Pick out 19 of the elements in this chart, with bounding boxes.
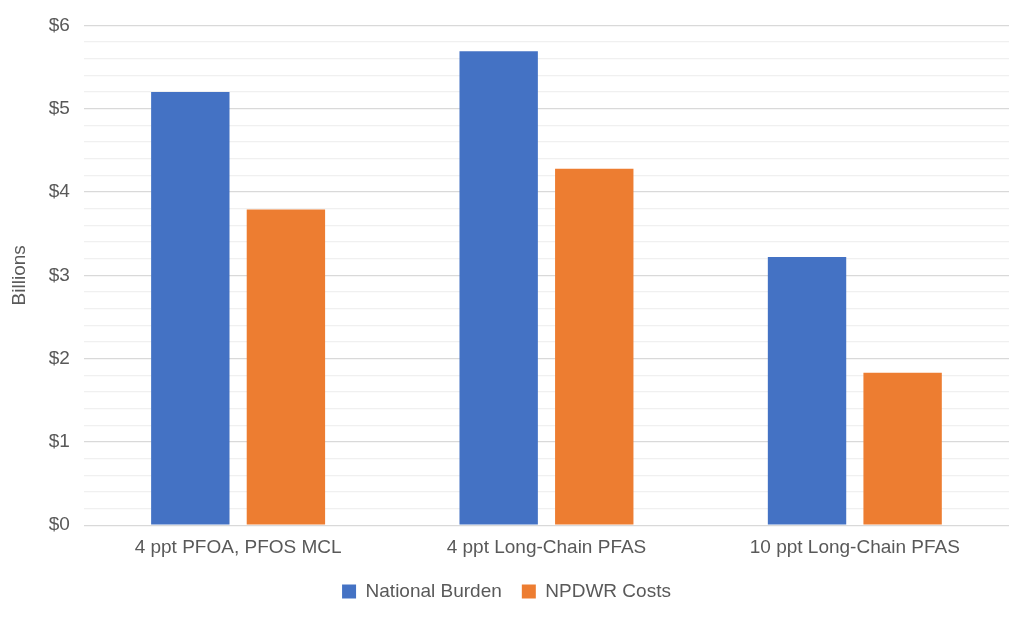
x-tick-label: 4 ppt PFOA, PFOS MCL: [134, 535, 342, 557]
y-tick-label: $0: [48, 513, 70, 535]
y-tick-label: $2: [48, 346, 70, 368]
y-tick-label: $5: [48, 96, 70, 118]
bar: [767, 256, 847, 525]
y-tick-label: $1: [48, 430, 70, 452]
y-axis-title: Billions: [7, 245, 29, 306]
x-tick-label: 4 ppt Long-Chain PFAS: [446, 535, 647, 557]
y-tick-label: $6: [48, 13, 70, 35]
bar: [555, 168, 634, 525]
x-tick-label: 10 ppt Long-Chain PFAS: [749, 535, 960, 557]
legend-label: National Burden: [365, 579, 502, 601]
bar: [246, 209, 326, 525]
bar: [459, 51, 538, 525]
y-tick-label: $4: [48, 180, 71, 202]
bar: [863, 372, 942, 525]
bar: [151, 92, 230, 525]
y-tick-label: $3: [48, 263, 70, 285]
legend-label: NPDWR Costs: [545, 579, 671, 601]
